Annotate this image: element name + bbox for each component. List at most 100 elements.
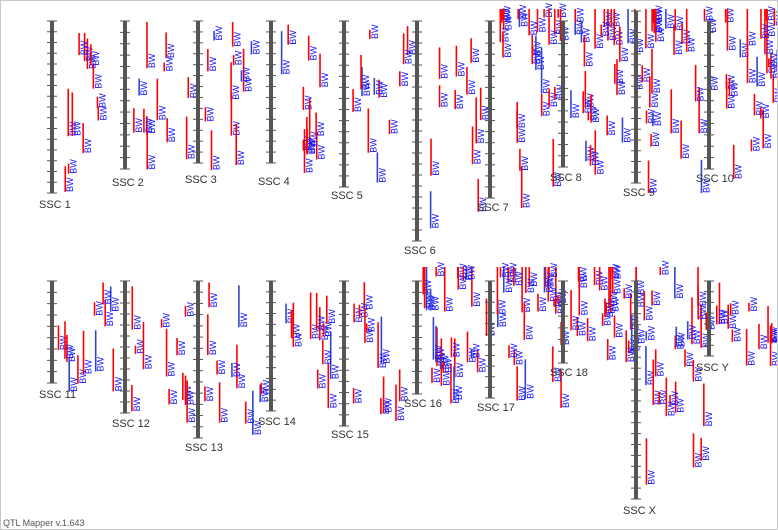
qtl-label: BW [522,193,532,208]
qtl-label: BW [698,305,708,320]
qtl-label: BW [675,284,685,299]
chromosome-label: SSC 2 [112,177,144,189]
qtl-label: BW [433,345,443,360]
qtl-label: BW [288,30,298,45]
qtl-label: BW [771,327,778,342]
qtl-label: BW [611,263,621,278]
qtl-label: BW [636,329,646,344]
qtl-label: BW [719,309,729,324]
qtl-label: BW [147,119,157,134]
qtl-label: BW [97,93,107,108]
qtl-label: BW [502,8,512,23]
qtl-label: BW [236,150,246,165]
qtl-label: BW [549,92,559,107]
qtl-label: BW [303,136,313,151]
qtl-label: BW [525,384,535,399]
qtl-label: BW [654,18,664,33]
qtl-label: BW [727,94,737,109]
qtl-label: BW [467,347,477,362]
qtl-label: BW [701,178,711,193]
qtl-label: BW [761,24,771,39]
qtl-label: BW [65,177,75,192]
qtl-label: BW [659,389,669,404]
qtl-label: BW [456,61,466,76]
qtl-label: BW [579,300,589,315]
qtl-label: BW [87,54,97,69]
qtl-label: BW [103,289,113,304]
qtl-label: BW [220,408,230,423]
qtl-label: BW [628,28,638,43]
qtl-label: BW [143,354,153,369]
qtl-label: BW [78,369,88,384]
qtl-label: BW [451,342,461,357]
qtl-label: BW [503,6,513,21]
chromosome-label: SSC 17 [477,402,515,414]
qtl-label: BW [400,386,410,401]
qtl-label: BW [478,357,488,372]
qtl-label: BW [436,262,446,277]
qtl-label: BW [688,325,698,340]
qtl-label: BW [423,279,433,294]
qtl-label: BW [431,161,441,176]
qtl-label: BW [769,52,778,67]
qtl-label: BW [579,273,589,288]
qtl-label: BW [147,53,157,68]
qtl-label: BW [111,297,121,312]
qtl-label: BW [85,46,95,61]
qtl-label: BW [404,49,414,64]
qtl-label: BW [581,28,591,43]
qtl-label: BW [188,83,198,98]
qtl-label: BW [729,81,739,96]
qtl-label: BW [767,58,777,73]
qtl-label: BW [636,292,646,307]
qtl-label: BW [390,119,400,134]
qtl-label: BW [98,105,108,120]
qtl-label: BW [232,362,242,377]
qtl-label: BW [234,50,244,65]
qtl-label: BW [379,83,389,98]
qtl-label: BW [208,340,218,355]
qtl-label: BW [451,389,461,404]
qtl-label: BW [675,334,685,349]
qtl-label: BW [647,109,657,124]
qtl-label: BW [472,292,482,307]
chromosome-label: SSC 3 [185,174,217,186]
qtl-label: BW [666,401,676,416]
qtl-label: BW [458,275,468,290]
qtl-label: BW [611,297,621,312]
qtl-label: BW [544,277,554,292]
qtl-label: BW [717,309,727,324]
qtl-label: BW [726,8,736,23]
qtl-label: BW [503,43,513,58]
qtl-label: BW [381,349,391,364]
qtl-label: BW [622,128,632,143]
qtl-label: BW [519,12,529,27]
qtl-label: BW [532,49,542,64]
qtl-label: BW [676,398,686,413]
qtl-label: BW [476,128,486,143]
qtl-label: BW [561,26,571,41]
qtl-label: BW [83,138,93,153]
qtl-label: BW [553,367,563,382]
qtl-label: BW [514,350,524,365]
qtl-label: BW [205,106,215,121]
qtl-label: BW [676,332,686,347]
qtl-label: BW [766,6,776,21]
qtl-label: BW [653,8,663,23]
qtl-label: BW [650,92,660,107]
qtl-label: BW [162,313,172,328]
qtl-label: BW [546,272,556,287]
qtl-label: BW [239,312,249,327]
qtl-label: BW [84,359,94,374]
qtl-label: BW [517,128,527,143]
qtl-label: BW [699,118,709,133]
qtl-label: BW [600,275,610,290]
qtl-label: BW [646,33,656,48]
qtl-label: BW [187,144,197,159]
qtl-label: BW [408,40,418,55]
qtl-label: BW [208,56,218,71]
chromosome-label: SSC 14 [258,416,296,428]
qtl-label: BW [400,71,410,86]
qtl-label: BW [317,145,327,160]
qtl-label: BW [635,38,645,53]
